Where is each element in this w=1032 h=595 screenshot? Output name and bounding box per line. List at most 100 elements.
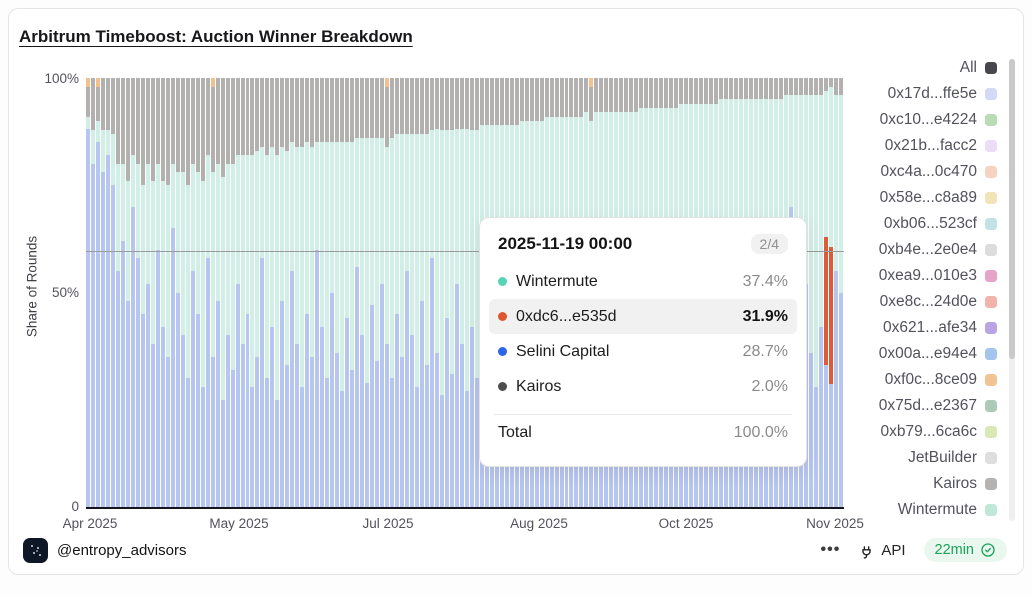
legend-item-wintermute[interactable]: Wintermute	[847, 497, 997, 521]
bar[interactable]	[275, 78, 281, 507]
legend-item-0x58e-c8a89[interactable]: 0x58e...c8a89	[847, 185, 997, 211]
bar[interactable]	[370, 78, 376, 507]
legend-item-0xc4a-0c470[interactable]: 0xc4a...0c470	[847, 159, 997, 185]
legend-item-0x21b-facc2[interactable]: 0x21b...facc2	[847, 133, 997, 159]
legend-item-0x621-afe34[interactable]: 0x621...afe34	[847, 315, 997, 341]
bar[interactable]	[464, 78, 470, 507]
legend-scrollbar[interactable]	[1009, 59, 1015, 521]
bar[interactable]	[265, 78, 271, 507]
bar[interactable]	[300, 78, 306, 507]
bar[interactable]	[290, 78, 296, 507]
bar[interactable]	[823, 78, 829, 507]
bar[interactable]	[414, 78, 420, 507]
bar[interactable]	[250, 78, 256, 507]
bar[interactable]	[295, 78, 301, 507]
legend-item-0x00a-e94e4[interactable]: 0x00a...e94e4	[847, 341, 997, 367]
bar[interactable]	[429, 78, 435, 507]
bar[interactable]	[350, 78, 356, 507]
bar[interactable]	[190, 78, 196, 507]
bar[interactable]	[86, 78, 91, 507]
legend-scrollbar-thumb[interactable]	[1009, 59, 1015, 359]
bar[interactable]	[135, 78, 141, 507]
bar[interactable]	[165, 78, 171, 507]
bar[interactable]	[205, 78, 211, 507]
bar[interactable]	[345, 78, 351, 507]
bar[interactable]	[315, 78, 321, 507]
bar[interactable]	[833, 78, 839, 507]
bar[interactable]	[818, 78, 824, 507]
legend-item-0xf0c-8ce09[interactable]: 0xf0c...8ce09	[847, 367, 997, 393]
bar[interactable]	[454, 78, 460, 507]
api-button[interactable]: API	[858, 542, 906, 559]
legend-item-0xe8c-24d0e[interactable]: 0xe8c...24d0e	[847, 289, 997, 315]
bar[interactable]	[100, 78, 106, 507]
bar[interactable]	[400, 78, 405, 507]
bar[interactable]	[260, 78, 266, 507]
bar[interactable]	[210, 78, 216, 507]
bar[interactable]	[355, 78, 361, 507]
bar[interactable]	[813, 78, 819, 507]
bar[interactable]	[170, 78, 176, 507]
bar[interactable]	[280, 78, 286, 507]
bar[interactable]	[125, 78, 131, 507]
refresh-status-badge[interactable]: 22min	[923, 538, 1007, 562]
bar[interactable]	[175, 78, 181, 507]
bar[interactable]	[90, 78, 96, 507]
bar[interactable]	[808, 78, 814, 507]
legend-item-kairos[interactable]: Kairos	[847, 471, 997, 497]
bar[interactable]	[828, 78, 834, 507]
legend-item-all[interactable]: All	[847, 55, 997, 81]
legend-item-0x75d-e2367[interactable]: 0x75d...e2367	[847, 393, 997, 419]
bar[interactable]	[444, 78, 450, 507]
bar[interactable]	[439, 78, 445, 507]
bar[interactable]	[838, 78, 844, 507]
bar[interactable]	[380, 78, 386, 507]
bar[interactable]	[335, 78, 341, 507]
bar[interactable]	[140, 78, 146, 507]
bar[interactable]	[390, 78, 396, 507]
more-options-button[interactable]: •••	[820, 541, 841, 558]
bar[interactable]	[360, 78, 366, 507]
bar[interactable]	[200, 78, 206, 507]
bar[interactable]	[469, 78, 475, 507]
bar[interactable]	[235, 78, 241, 507]
bar[interactable]	[240, 78, 246, 507]
legend-item-0xb79-6ca6c[interactable]: 0xb79...6ca6c	[847, 419, 997, 445]
legend-item-0xb06-523cf[interactable]: 0xb06...523cf	[847, 211, 997, 237]
bar[interactable]	[409, 78, 415, 507]
bar[interactable]	[225, 78, 231, 507]
bar[interactable]	[120, 78, 126, 507]
bar[interactable]	[115, 78, 121, 507]
bar[interactable]	[325, 78, 331, 507]
bar[interactable]	[270, 78, 276, 507]
bar[interactable]	[340, 78, 346, 507]
bar[interactable]	[424, 78, 430, 507]
bar[interactable]	[320, 78, 326, 507]
legend-item-0xea9-010e3[interactable]: 0xea9...010e3	[847, 263, 997, 289]
legend-item-jetbuilder[interactable]: JetBuilder	[847, 445, 997, 471]
bar[interactable]	[405, 78, 410, 507]
bar[interactable]	[230, 78, 236, 507]
bar[interactable]	[160, 78, 166, 507]
legend-item-0xb4e-2e0e4[interactable]: 0xb4e...2e0e4	[847, 237, 997, 263]
bar[interactable]	[150, 78, 156, 507]
bar[interactable]	[130, 78, 136, 507]
bar[interactable]	[215, 78, 221, 507]
bar[interactable]	[220, 78, 226, 507]
bar[interactable]	[245, 78, 251, 507]
bar[interactable]	[395, 78, 401, 507]
bar[interactable]	[255, 78, 261, 507]
bar[interactable]	[285, 78, 291, 507]
bar[interactable]	[95, 78, 101, 507]
bar[interactable]	[110, 78, 116, 507]
bar[interactable]	[155, 78, 161, 507]
bar[interactable]	[185, 78, 191, 507]
legend-item-0x17d-ffe5e[interactable]: 0x17d...ffe5e	[847, 81, 997, 107]
bar[interactable]	[180, 78, 186, 507]
bar[interactable]	[385, 78, 391, 507]
bar[interactable]	[434, 78, 440, 507]
bar[interactable]	[459, 78, 465, 507]
bar[interactable]	[365, 78, 371, 507]
bar[interactable]	[305, 78, 311, 507]
bar[interactable]	[145, 78, 151, 507]
